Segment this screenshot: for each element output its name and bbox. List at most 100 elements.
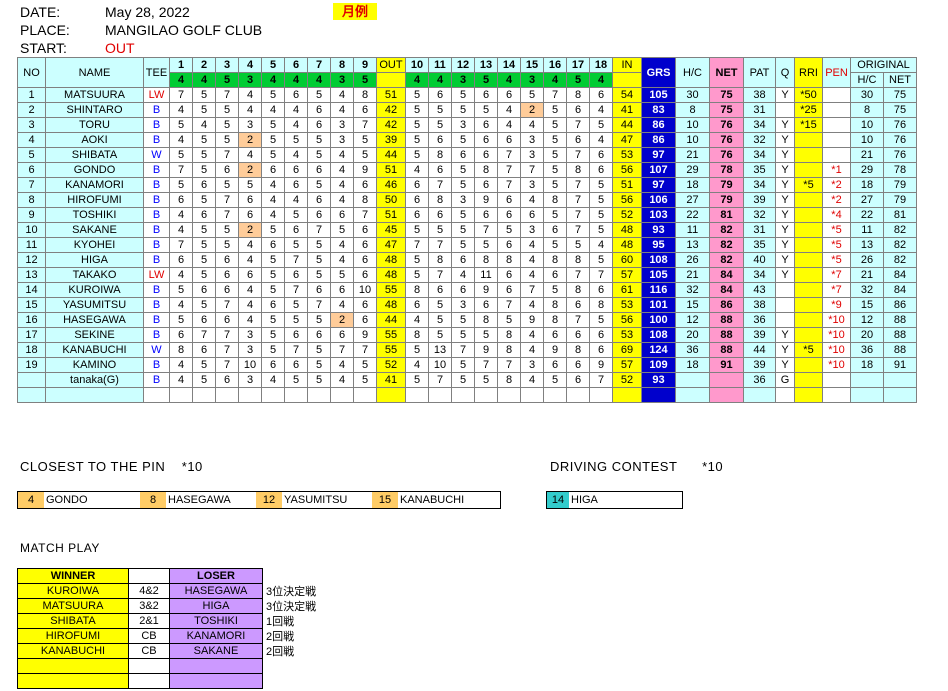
hole-score: 7 — [589, 372, 613, 388]
penalty: *10 — [822, 342, 851, 358]
hole-score: 5 — [474, 102, 498, 118]
original-net: 81 — [883, 207, 917, 223]
hole-score: 6 — [474, 177, 498, 193]
par-cell: 4 — [261, 72, 285, 88]
driving-title: DRIVING CONTEST *10 — [550, 459, 724, 474]
hole-score: 6 — [589, 282, 613, 298]
hole-score: 7 — [497, 162, 521, 178]
hole-score: 3 — [330, 132, 354, 148]
hole-score: 8 — [566, 162, 590, 178]
event-tag: 月例 — [333, 3, 377, 20]
hole-score: 7 — [215, 342, 239, 358]
player-no: 9 — [17, 207, 46, 223]
net-score: 76 — [709, 117, 744, 133]
out-total: 55 — [376, 282, 406, 298]
out-total: 42 — [376, 117, 406, 133]
player-tee: B — [143, 207, 170, 223]
par-cell: 4 — [307, 72, 331, 88]
rri-value — [794, 327, 823, 343]
column-header: H/C — [675, 57, 710, 88]
gross-score: 108 — [641, 327, 676, 343]
out-total: 51 — [376, 207, 406, 223]
hole-score: 4 — [330, 177, 354, 193]
out-total: 55 — [376, 327, 406, 343]
hole-score: 7 — [566, 312, 590, 328]
hole-score: 7 — [284, 342, 308, 358]
hole-score: 5 — [543, 117, 567, 133]
out-total: 50 — [376, 192, 406, 208]
hole-score: 5 — [451, 132, 475, 148]
column-header: PAT — [743, 57, 776, 88]
hole-score: 5 — [215, 237, 239, 253]
par-cell: 4 — [543, 72, 567, 88]
hole-score: 7 — [192, 327, 216, 343]
hole-score: 4 — [330, 297, 354, 313]
rri-value — [794, 132, 823, 148]
hole-score: 5 — [192, 132, 216, 148]
match-winner: KUROIWA — [17, 583, 129, 599]
penalty — [822, 87, 851, 103]
original-hc: 27 — [850, 192, 884, 208]
hole-score: 5 — [238, 177, 262, 193]
original-net: 84 — [883, 267, 917, 283]
hole-score: 5 — [405, 147, 429, 163]
hole-score: 5 — [353, 372, 377, 388]
hole-score: 6 — [497, 267, 521, 283]
gross-score: 108 — [641, 252, 676, 268]
player-row: tanaka(G) B 4 5 6 3 4 5 5 4 5 41 5 7 5 5 8 4 5 6 7 52 93 36 G — [17, 372, 917, 388]
closest-title: CLOSEST TO THE PIN *10 — [20, 459, 203, 474]
empty-cell — [261, 387, 285, 403]
original-net: 76 — [883, 147, 917, 163]
hole-score: 7 — [215, 327, 239, 343]
hole-score: 5 — [405, 87, 429, 103]
putts: 34 — [743, 177, 776, 193]
hole-score: 5 — [215, 222, 239, 238]
in-total: 69 — [612, 342, 642, 358]
hole-score: 5 — [428, 297, 452, 313]
qualifier: Y — [775, 327, 795, 343]
column-header: 3 — [215, 57, 239, 73]
net-score: 88 — [709, 312, 744, 328]
gross-score: 93 — [641, 372, 676, 388]
hole-score: 7 — [497, 297, 521, 313]
hole-score: 5 — [192, 252, 216, 268]
column-header: 16 — [543, 57, 567, 73]
hole-score: 5 — [307, 252, 331, 268]
hole-score: 5 — [215, 132, 239, 148]
hole-score: 4 — [169, 297, 193, 313]
match-loser: SAKANE — [169, 643, 263, 659]
rri-value — [794, 297, 823, 313]
hole-score: 7 — [353, 207, 377, 223]
hole-score: 5 — [589, 192, 613, 208]
hole-score: 5 — [261, 87, 285, 103]
hole-score: 6 — [307, 162, 331, 178]
hole-score: 7 — [428, 267, 452, 283]
hole-score: 5 — [261, 312, 285, 328]
hole-score: 7 — [284, 252, 308, 268]
hole-score: 7 — [428, 372, 452, 388]
hole-score: 4 — [169, 207, 193, 223]
player-tee: B — [143, 117, 170, 133]
empty-cell — [451, 387, 475, 403]
hole-score: 5 — [405, 222, 429, 238]
hole-score: 9 — [474, 342, 498, 358]
gross-score: 109 — [641, 357, 676, 373]
closest-hole: 8 — [140, 492, 166, 508]
in-total: 56 — [612, 162, 642, 178]
putts: 38 — [743, 297, 776, 313]
hole-score: 6 — [543, 357, 567, 373]
original-net — [883, 372, 917, 388]
empty-cell — [822, 387, 851, 403]
match-loser — [169, 658, 263, 674]
hole-score: 8 — [566, 282, 590, 298]
score-header — [128, 568, 170, 584]
player-no: 4 — [17, 132, 46, 148]
match-header-row: WINNER LOSER — [17, 568, 263, 584]
player-no: 16 — [17, 312, 46, 328]
in-total: 54 — [612, 87, 642, 103]
hole-score: 5 — [428, 312, 452, 328]
hole-score: 6 — [169, 327, 193, 343]
hole-score: 5 — [284, 372, 308, 388]
player-name: tanaka(G) — [45, 372, 144, 388]
original-net: 84 — [883, 282, 917, 298]
